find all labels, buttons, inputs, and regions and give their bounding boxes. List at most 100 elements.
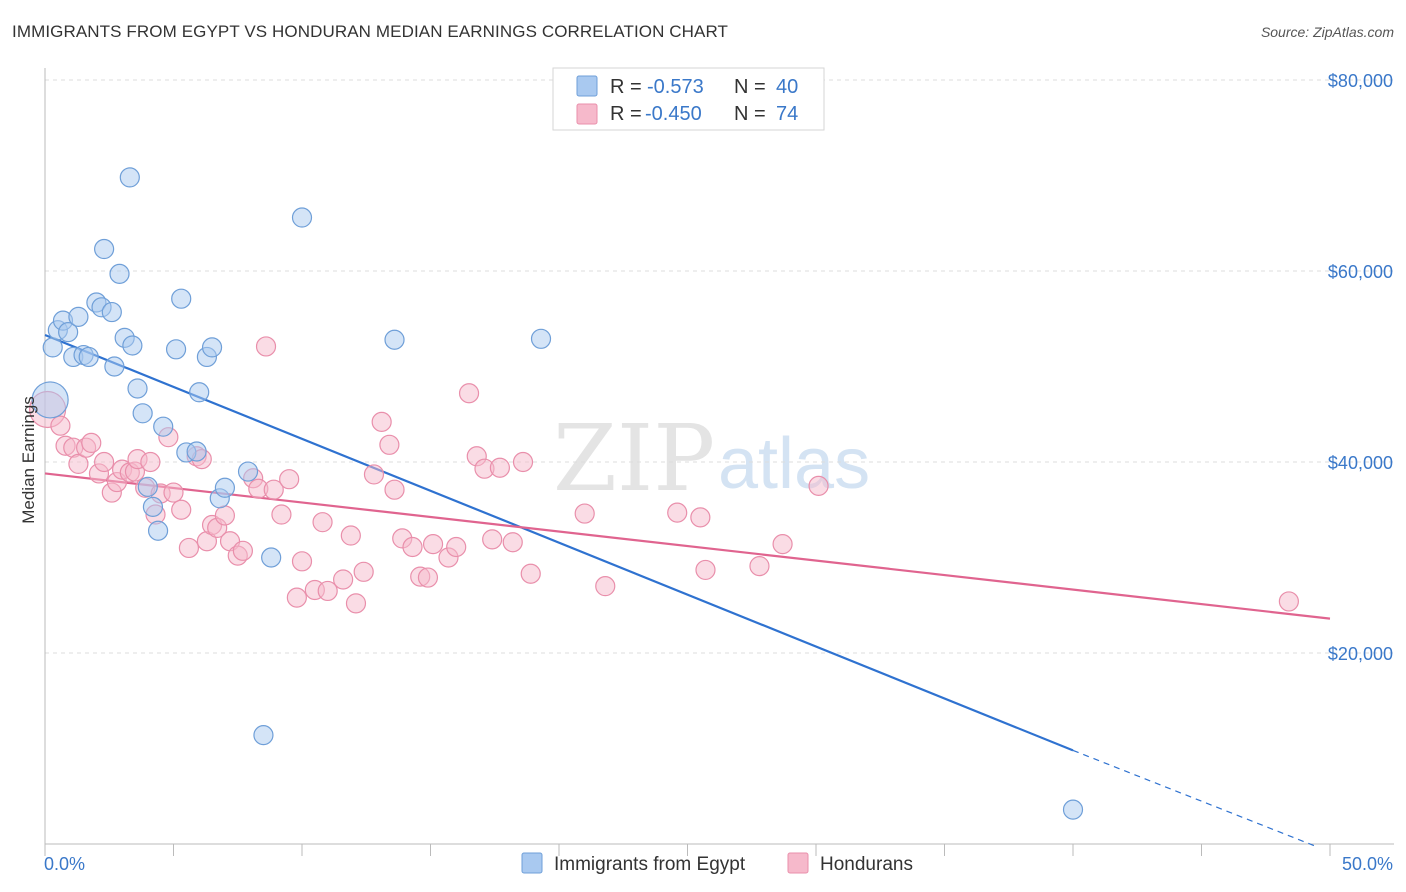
honduran-point-71: [749, 555, 770, 577]
egypt-point-36: [291, 207, 313, 228]
honduran-point-67: [595, 576, 616, 597]
legend-n-label-egypt: N =: [734, 76, 766, 98]
source-label: Source: ZipAtlas.com: [1260, 24, 1394, 40]
egypt-point-18: [127, 378, 148, 399]
honduran-point-48: [371, 411, 392, 432]
legend-n-label-honduran: N =: [734, 103, 766, 125]
chart-title: IMMIGRANTS FROM EGYPT VS HONDURAN MEDIAN…: [12, 22, 729, 41]
series-swatch-honduran: [787, 852, 809, 874]
honduran-point-73: [808, 475, 829, 496]
y-tick-label-3: $80,000: [1328, 71, 1393, 91]
egypt-point-23: [153, 416, 174, 437]
honduran-point-70: [695, 559, 716, 581]
egypt-point-21: [142, 496, 164, 517]
honduran-point-20: [163, 482, 184, 503]
honduran-point-22: [178, 537, 200, 559]
honduran-point-61: [482, 529, 503, 550]
honduran-point-35: [263, 479, 284, 500]
egypt-point-37: [384, 329, 405, 350]
honduran-point-64: [512, 451, 534, 473]
series-legend: Immigrants from Egypt Hondurans: [521, 852, 913, 875]
honduran-point-42: [317, 580, 338, 602]
egypt-point-16: [119, 167, 140, 188]
egypt-point-32: [214, 477, 235, 498]
honduran-point-65: [520, 563, 541, 584]
legend-n-value-egypt: 40: [776, 76, 798, 98]
egypt-point-19: [132, 403, 153, 424]
axes: [44, 68, 1394, 856]
x-axis-ticks: 0.0% 50.0%: [44, 854, 1393, 874]
gridlines: [45, 79, 1394, 654]
honduran-point-68: [667, 502, 688, 523]
series-label-honduran: Hondurans: [820, 854, 913, 875]
y-tick-label-2: $60,000: [1328, 262, 1393, 282]
honduran-point-31: [232, 540, 253, 561]
legend-n-value-honduran: 74: [776, 103, 798, 125]
egypt-point-25: [171, 288, 192, 309]
egypt-point-6: [68, 306, 89, 327]
egypt-point-27: [186, 441, 207, 462]
egypt-point-20: [137, 476, 158, 497]
honduran-point-45: [345, 593, 367, 614]
honduran-point-37: [279, 469, 300, 490]
honduran-point-54: [417, 567, 439, 588]
honduran-point-41: [312, 512, 333, 533]
honduran-point-38: [286, 587, 307, 608]
legend-box: [552, 67, 825, 131]
honduran-point-72: [772, 534, 793, 555]
honduran-point-43: [333, 569, 354, 590]
egypt-point-1: [42, 337, 63, 358]
egypt-point-13: [104, 356, 125, 377]
series-swatch-egypt: [521, 852, 543, 874]
egypt-point-33: [237, 461, 259, 482]
watermark: ZIP atlas: [553, 405, 870, 512]
egypt-point-22: [147, 520, 169, 541]
honduran-point-69: [690, 507, 711, 528]
honduran-point-39: [291, 551, 313, 572]
legend-r-value-honduran: -0.450: [645, 103, 702, 125]
honduran-point-8: [94, 451, 115, 473]
honduran-point-44: [340, 525, 361, 546]
honduran-point-1: [50, 415, 71, 436]
honduran-point-28: [214, 505, 235, 526]
x-tick-label-max: 50.0%: [1342, 854, 1393, 874]
honduran-point-21: [171, 499, 192, 520]
x-tick-label-min: 0.0%: [44, 854, 85, 874]
honduran-point-4: [68, 453, 89, 475]
egypt-point-17: [122, 335, 143, 356]
legend-r-value-egypt: -0.573: [647, 76, 704, 98]
egypt-point-30: [201, 337, 223, 358]
honduran-point-52: [402, 536, 423, 558]
y-tick-label-1: $40,000: [1328, 453, 1393, 473]
honduran-point-74: [1278, 591, 1299, 612]
honduran-point-57: [446, 536, 467, 558]
series-label-egypt: Immigrants from Egypt: [554, 854, 746, 875]
legend-r-label-honduran: R =: [610, 103, 642, 125]
honduran-point-63: [502, 532, 523, 553]
data-points: [28, 167, 1299, 820]
honduran-point-55: [422, 534, 444, 555]
legend-swatch-egypt: [576, 75, 598, 97]
egypt-point-38: [530, 328, 552, 349]
honduran-point-16: [140, 451, 161, 473]
watermark-zip: ZIP: [553, 405, 715, 512]
honduran-point-36: [271, 504, 292, 525]
egypt-point-8: [78, 346, 99, 368]
egypt-point-35: [261, 547, 282, 568]
egypt-point-39: [1062, 799, 1084, 820]
egypt-trendline-extension: [1072, 749, 1318, 848]
legend-r-label-egypt: R =: [610, 76, 642, 98]
honduran-point-50: [384, 479, 405, 500]
egypt-point-0: [31, 381, 69, 419]
egypt-point-14: [109, 263, 130, 284]
watermark-atlas: atlas: [718, 424, 870, 504]
honduran-point-58: [458, 383, 480, 404]
egypt-trendline: [44, 333, 1074, 752]
honduran-point-46: [353, 561, 374, 582]
egypt-point-24: [165, 339, 187, 360]
egypt-point-11: [94, 238, 115, 260]
egypt-point-4: [58, 322, 79, 343]
honduran-point-6: [81, 432, 102, 453]
egypt-point-34: [253, 725, 274, 746]
